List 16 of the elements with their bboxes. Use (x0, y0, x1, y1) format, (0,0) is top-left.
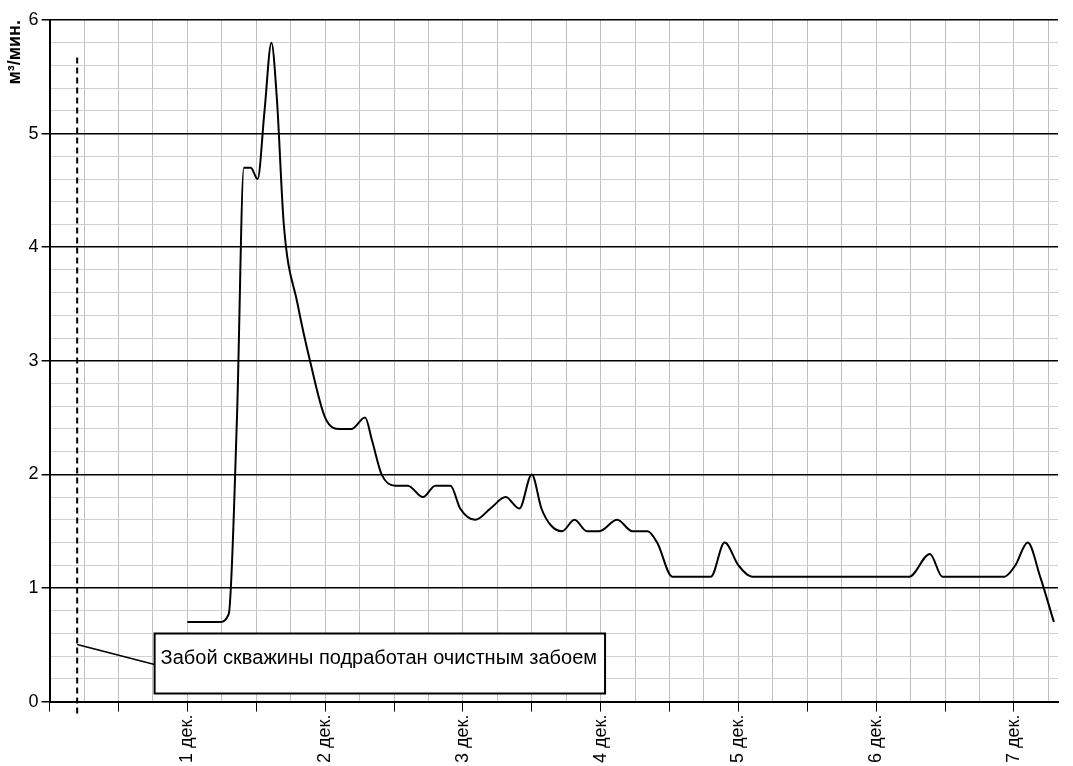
y-tick-label: 5 (28, 122, 39, 143)
y-tick-label: 3 (28, 349, 39, 370)
y-tick-label: 2 (28, 463, 39, 484)
x-tick-label: 7 дек. (1002, 714, 1023, 763)
x-tick-label: 6 дек. (865, 714, 886, 763)
x-tick-label: 1 дек. (176, 714, 197, 763)
x-tick-label: 3 дек. (451, 714, 472, 763)
x-tick-label: 5 дек. (727, 714, 748, 763)
y-tick-label: 0 (28, 690, 39, 711)
x-tick-label: 4 дек. (589, 714, 610, 763)
y-tick-label: 1 (28, 576, 39, 597)
y-axis-title: м³/мин. (3, 20, 24, 85)
y-tick-label: 6 (28, 8, 39, 29)
y-tick-label: 4 (28, 236, 39, 257)
ref-line-label: Забой скважины подработан очистным забоем (160, 646, 598, 669)
x-tick-label: 2 дек. (314, 714, 335, 763)
